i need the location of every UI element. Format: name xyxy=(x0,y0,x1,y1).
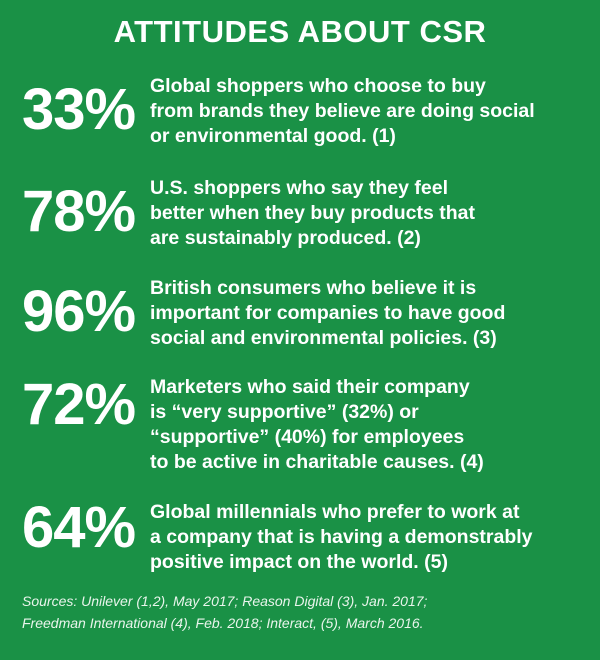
stat-description-line: social and environmental policies. (3) xyxy=(150,327,497,349)
stat-percent: 33% xyxy=(22,77,136,142)
stat-description: U.S. shoppers who say they feel better w… xyxy=(150,176,595,251)
stat-description: British consumers who believe it is impo… xyxy=(150,276,595,351)
stat-percent: 96% xyxy=(22,279,136,344)
stat-description-line: Marketers who said their company xyxy=(150,376,470,398)
stat-description-line: better when they buy products that xyxy=(150,202,476,224)
sources-line: Freedman International (4), Feb. 2018; I… xyxy=(22,615,424,631)
stat-percent: 72% xyxy=(22,372,136,437)
sources-footnote: Sources: Unilever (1,2), May 2017; Reaso… xyxy=(22,590,582,634)
stat-description-line: a company that is having a demonstrably xyxy=(150,526,533,548)
stat-description-line: “supportive” (40%) for employees xyxy=(150,426,465,448)
stat-description: Global millennials who prefer to work at… xyxy=(150,500,595,575)
stat-description: Marketers who said their company is “ver… xyxy=(150,375,595,475)
stat-description-line: are sustainably produced. (2) xyxy=(150,227,421,249)
stat-description-line: Global millennials who prefer to work at xyxy=(150,501,520,523)
stat-description-line: to be active in charitable causes. (4) xyxy=(150,451,484,473)
stat-description: Global shoppers who choose to buy from b… xyxy=(150,74,595,149)
stat-description-line: British consumers who believe it is xyxy=(150,277,477,299)
infographic-title: ATTITUDES ABOUT CSR xyxy=(113,14,487,49)
stat-description-line: Global shoppers who choose to buy xyxy=(150,75,486,97)
stat-description-line: positive impact on the world. (5) xyxy=(150,551,448,573)
stat-percent: 64% xyxy=(22,495,136,560)
stat-description-line: U.S. shoppers who say they feel xyxy=(150,177,449,199)
stat-description-line: from brands they believe are doing socia… xyxy=(150,100,535,122)
sources-line: Sources: Unilever (1,2), May 2017; Reaso… xyxy=(22,593,428,609)
stat-description-line: or environmental good. (1) xyxy=(150,125,396,147)
stat-description-line: is “very supportive” (32%) or xyxy=(150,401,419,423)
stat-percent: 78% xyxy=(22,179,136,244)
stat-description-line: important for companies to have good xyxy=(150,302,506,324)
